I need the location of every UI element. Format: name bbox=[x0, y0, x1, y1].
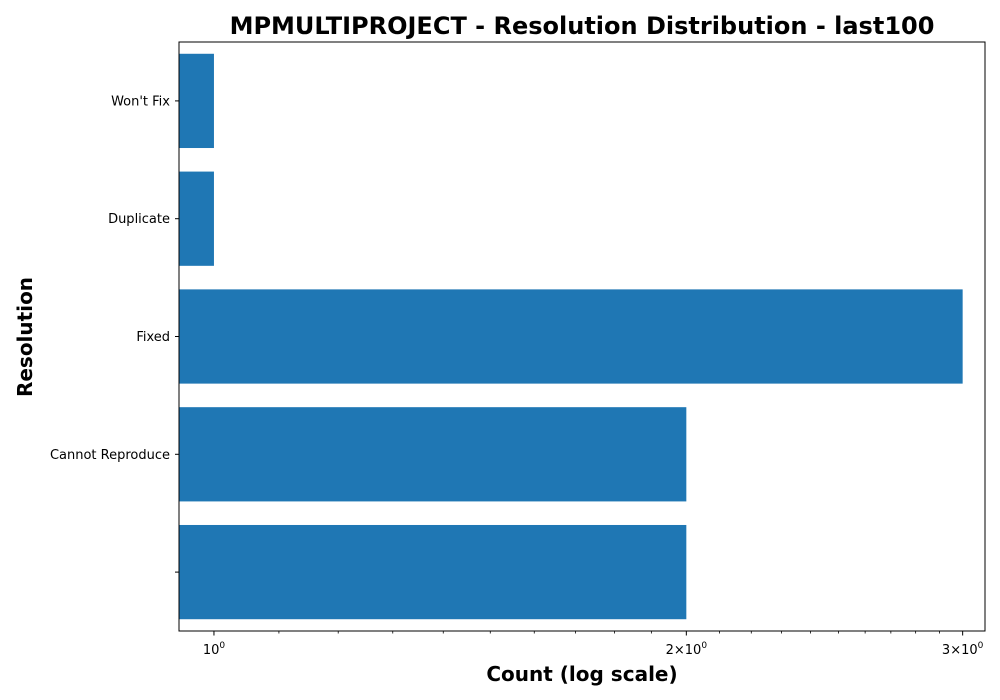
y-tick-label: Cannot Reproduce bbox=[50, 448, 170, 463]
x-axis-label: Count (log scale) bbox=[486, 662, 677, 686]
plot-frame bbox=[178, 41, 986, 632]
bar bbox=[179, 524, 687, 620]
bars bbox=[179, 53, 963, 620]
x-axis-ticks: 100 2×100 3×100 bbox=[203, 631, 984, 658]
x-tick-exponent: 0 bbox=[701, 641, 707, 651]
x-tick-label: 2×100 bbox=[666, 641, 708, 658]
x-tick-exponent: 0 bbox=[978, 641, 984, 651]
bar bbox=[179, 289, 963, 384]
x-tick-exponent: 0 bbox=[219, 641, 225, 651]
bar bbox=[179, 171, 214, 266]
bar bbox=[179, 407, 687, 502]
y-axis-ticks: Cannot Reproduce Fixed Duplicate Won't Fix bbox=[50, 94, 179, 573]
chart-title: MPMULTIPROJECT - Resolution Distribution… bbox=[230, 12, 935, 40]
y-tick-label: Fixed bbox=[136, 330, 170, 345]
plot-area bbox=[178, 41, 986, 632]
x-tick-base: 3×10 bbox=[942, 643, 978, 658]
x-tick-label: 100 bbox=[203, 641, 226, 658]
y-axis-label: Resolution bbox=[13, 277, 37, 397]
bar bbox=[179, 53, 214, 149]
x-tick-label: 3×100 bbox=[942, 641, 984, 658]
y-tick-label: Won't Fix bbox=[111, 94, 170, 109]
x-tick-base: 10 bbox=[203, 643, 220, 658]
y-tick-label: Duplicate bbox=[108, 212, 170, 227]
x-tick-base: 2×10 bbox=[666, 643, 702, 658]
